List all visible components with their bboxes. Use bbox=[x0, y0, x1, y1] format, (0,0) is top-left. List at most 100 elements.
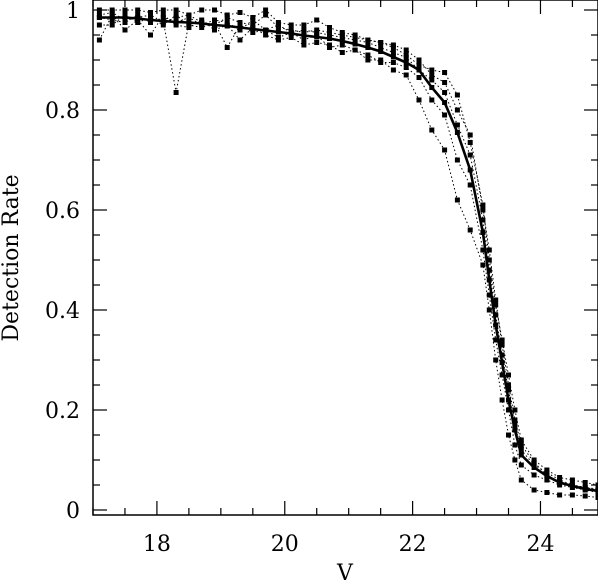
data-point-marker bbox=[224, 20, 230, 25]
data-point-marker bbox=[403, 60, 409, 65]
data-point-marker bbox=[454, 197, 460, 203]
data-point-marker bbox=[237, 27, 243, 33]
y-tick-label: 0.6 bbox=[45, 199, 80, 224]
x-tick-label: 18 bbox=[143, 532, 171, 557]
data-point-marker bbox=[480, 262, 486, 268]
data-point-marker bbox=[429, 72, 435, 78]
data-point-marker bbox=[339, 50, 345, 55]
data-point-marker bbox=[499, 397, 505, 403]
data-point-marker bbox=[544, 472, 550, 478]
data-point-marker bbox=[186, 22, 192, 28]
data-point-marker bbox=[499, 337, 505, 343]
data-point-marker bbox=[595, 495, 598, 500]
data-point-marker bbox=[365, 37, 371, 43]
data-point-marker bbox=[378, 49, 384, 54]
data-point-marker bbox=[499, 342, 505, 348]
data-point-marker bbox=[275, 35, 281, 40]
data-point-marker bbox=[506, 382, 511, 388]
data-point-marker bbox=[480, 217, 486, 223]
data-point-marker bbox=[506, 432, 511, 438]
data-point-marker bbox=[199, 20, 205, 25]
data-point-marker bbox=[480, 202, 486, 208]
data-point-marker bbox=[199, 7, 205, 13]
data-point-marker bbox=[109, 10, 115, 15]
data-point-marker bbox=[512, 407, 518, 413]
data-point-marker bbox=[486, 307, 492, 313]
data-point-marker bbox=[518, 447, 524, 453]
data-point-marker bbox=[263, 27, 269, 33]
data-point-marker bbox=[224, 45, 230, 50]
data-point-marker bbox=[390, 54, 396, 60]
data-point-marker bbox=[467, 132, 473, 138]
data-point-marker bbox=[160, 20, 166, 25]
data-point-marker bbox=[544, 477, 550, 483]
data-point-marker bbox=[109, 22, 115, 28]
data-point-marker bbox=[160, 15, 166, 20]
data-point-marker bbox=[557, 480, 563, 485]
data-point-marker bbox=[96, 37, 102, 43]
data-point-marker bbox=[442, 112, 448, 118]
data-point-marker bbox=[467, 152, 473, 158]
data-point-marker bbox=[148, 12, 153, 18]
data-point-marker bbox=[499, 360, 505, 365]
data-point-marker bbox=[122, 27, 128, 33]
data-point-marker bbox=[275, 25, 281, 30]
data-point-marker bbox=[518, 442, 524, 448]
data-point-marker bbox=[506, 387, 511, 393]
y-tick-label: 0 bbox=[66, 499, 80, 524]
data-point-marker bbox=[212, 17, 217, 23]
data-point-marker bbox=[352, 35, 358, 40]
data-point-marker bbox=[301, 22, 307, 28]
data-point-marker bbox=[314, 40, 320, 45]
y-axis-label: Detection Rate bbox=[0, 174, 24, 341]
data-point-marker bbox=[518, 452, 524, 458]
data-point-marker bbox=[275, 29, 281, 35]
data-point-marker bbox=[403, 72, 409, 78]
data-point-marker bbox=[531, 472, 537, 478]
y-tick-label: 0.2 bbox=[45, 399, 80, 424]
x-tick-label: 22 bbox=[399, 532, 427, 557]
data-point-marker bbox=[327, 25, 332, 30]
data-point-marker bbox=[378, 45, 384, 50]
data-point-marker bbox=[301, 33, 307, 38]
data-point-marker bbox=[454, 157, 460, 163]
data-point-marker bbox=[237, 20, 243, 25]
data-point-marker bbox=[378, 40, 384, 45]
data-point-marker bbox=[442, 70, 448, 75]
data-point-marker bbox=[506, 397, 511, 403]
data-point-marker bbox=[442, 100, 448, 105]
data-point-marker bbox=[416, 67, 422, 73]
data-point-marker bbox=[569, 492, 575, 498]
data-point-marker bbox=[109, 17, 115, 23]
data-point-marker bbox=[212, 7, 217, 13]
data-point-marker bbox=[339, 32, 345, 38]
data-point-marker bbox=[544, 490, 550, 495]
data-point-marker bbox=[493, 312, 499, 318]
y-tick-label: 1 bbox=[66, 0, 80, 24]
data-point-marker bbox=[212, 22, 217, 28]
data-point-marker bbox=[429, 85, 435, 90]
data-point-marker bbox=[531, 460, 537, 465]
data-point-marker bbox=[96, 12, 102, 18]
data-point-marker bbox=[512, 422, 518, 428]
data-point-marker bbox=[186, 12, 192, 18]
data-point-marker bbox=[327, 30, 332, 35]
data-point-marker bbox=[582, 480, 588, 485]
data-point-marker bbox=[512, 417, 518, 423]
data-point-marker bbox=[173, 7, 179, 13]
data-point-marker bbox=[301, 37, 307, 43]
data-point-marker bbox=[512, 427, 518, 433]
data-point-marker bbox=[390, 42, 396, 48]
data-point-marker bbox=[486, 267, 492, 273]
data-point-marker bbox=[173, 15, 179, 20]
data-point-marker bbox=[122, 7, 128, 13]
series-markers bbox=[96, 7, 598, 500]
data-point-marker bbox=[416, 62, 422, 68]
data-point-marker bbox=[250, 22, 256, 28]
data-point-marker bbox=[518, 477, 524, 483]
x-tick-label: 20 bbox=[271, 532, 299, 557]
data-point-marker bbox=[148, 20, 153, 25]
data-point-marker bbox=[122, 12, 128, 18]
data-point-marker bbox=[480, 230, 486, 235]
data-point-marker bbox=[160, 7, 166, 13]
